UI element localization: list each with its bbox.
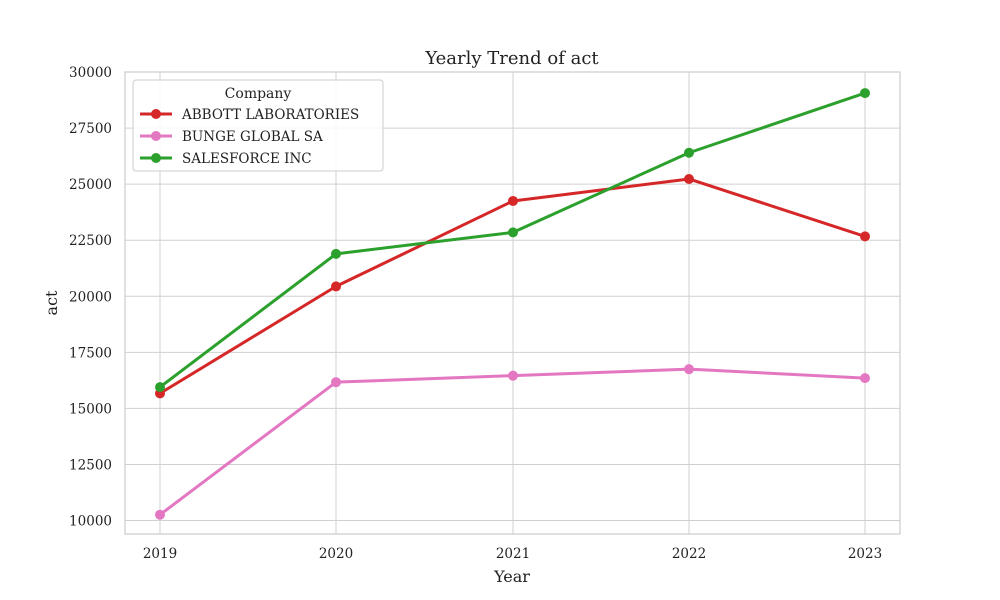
legend-entries: ABBOTT LABORATORIES BUNGE GLOBAL SA SALESF… (140, 107, 359, 167)
ticks-layer: 2019 2020 2021 2022 2023 10000 12500 15000 17500… (69, 65, 882, 562)
data-point (860, 88, 870, 99)
x-tick-label: 2023 (848, 546, 882, 562)
y-tick-label: 22500 (69, 233, 112, 249)
y-tick-label: 20000 (69, 289, 112, 305)
y-tick-label: 25000 (69, 177, 112, 193)
data-point (860, 373, 870, 384)
x-tick-label: 2019 (143, 546, 177, 562)
data-point (684, 173, 694, 184)
data-point (508, 370, 518, 381)
plot-frame (124, 71, 901, 535)
y-tick-label: 17500 (69, 345, 112, 361)
legend: Company ABBOTT LABORATORIES BUNGE GLOBAL … (132, 79, 384, 172)
legend-label: SALESFORCE INC (182, 151, 312, 167)
series-layer (155, 88, 870, 520)
y-tick-label: 15000 (69, 401, 112, 417)
chart-title: Yearly Trend of act (424, 48, 599, 69)
legend-box (132, 79, 384, 172)
legend-point-marker (151, 109, 161, 119)
y-tick-label: 27500 (69, 121, 112, 137)
x-tick-label: 2021 (496, 546, 530, 562)
data-point (684, 147, 694, 158)
y-axis-label: act (42, 290, 61, 316)
x-axis-label: Year (493, 567, 530, 586)
data-point (508, 195, 518, 206)
data-point (331, 377, 341, 388)
x-tick-label: 2022 (672, 546, 706, 562)
data-point (155, 382, 165, 393)
legend-point-marker (151, 153, 161, 163)
data-point (508, 227, 518, 238)
legend-label: BUNGE GLOBAL SA (182, 129, 323, 145)
y-tick-label: 30000 (69, 65, 112, 81)
legend-label: ABBOTT LABORATORIES (181, 107, 359, 123)
data-point (331, 281, 341, 292)
y-tick-label: 10000 (69, 514, 112, 530)
data-point (684, 364, 694, 375)
data-point (860, 231, 870, 242)
x-tick-label: 2020 (319, 546, 353, 562)
y-tick-label: 12500 (69, 457, 112, 473)
legend-point-marker (151, 131, 161, 141)
legend-title: Company (225, 86, 292, 102)
data-point (331, 248, 341, 259)
data-point (155, 509, 165, 520)
